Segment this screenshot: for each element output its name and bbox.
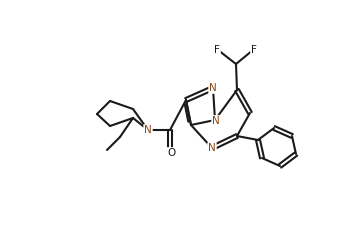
Text: N: N — [209, 83, 217, 93]
Text: N: N — [208, 143, 216, 153]
Text: F: F — [251, 45, 257, 55]
Text: N: N — [144, 125, 152, 135]
Text: N: N — [212, 116, 220, 126]
Text: O: O — [167, 148, 175, 158]
Text: F: F — [214, 45, 220, 55]
